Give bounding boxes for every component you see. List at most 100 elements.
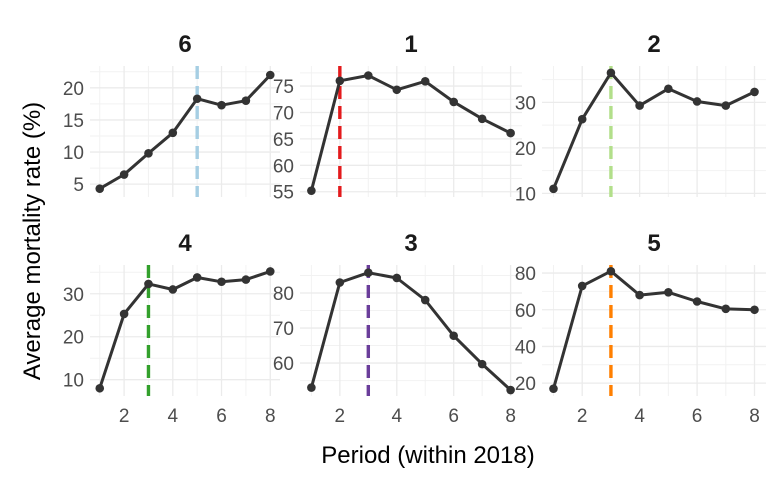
- data-point: [420, 295, 430, 305]
- x-tick-label: 6: [448, 406, 459, 427]
- data-point: [265, 70, 275, 80]
- facet-panel-3: 3 60 70 80 2 4 6 8: [273, 230, 522, 427]
- data-point: [635, 290, 644, 300]
- series-line: [309, 271, 513, 392]
- data-point: [549, 184, 558, 194]
- y-tick-label: 60: [273, 354, 294, 375]
- y-tick-label: 5: [73, 175, 84, 196]
- data-point: [392, 273, 402, 283]
- y-tick-label: 65: [273, 130, 294, 151]
- y-tick-label: 80: [515, 264, 536, 285]
- facet-panel-1: 1 55 60 65 70 75: [273, 31, 522, 204]
- x-tick-label: 2: [577, 406, 588, 427]
- data-point: [95, 383, 105, 393]
- data-point: [364, 71, 373, 80]
- data-point: [635, 101, 644, 110]
- y-tick-label: 70: [273, 319, 294, 340]
- data-point: [606, 266, 616, 276]
- data-point: [192, 273, 202, 282]
- data-point: [750, 87, 759, 97]
- panel-title: 1: [404, 31, 417, 58]
- series-line: [552, 269, 756, 391]
- y-tick-label: 30: [63, 285, 84, 306]
- data-point: [217, 277, 226, 287]
- x-tick-label: 4: [634, 406, 645, 427]
- data-point: [364, 268, 373, 278]
- data-point: [241, 96, 251, 105]
- y-tick-label: 10: [63, 143, 84, 164]
- data-point: [95, 184, 105, 193]
- panel-title: 2: [647, 31, 660, 58]
- data-point: [241, 275, 251, 284]
- y-tick-label: 20: [515, 374, 536, 395]
- data-point: [721, 101, 731, 110]
- data-point: [449, 97, 458, 107]
- x-tick-label: 6: [692, 406, 703, 427]
- data-point: [721, 304, 731, 314]
- y-tick-label: 40: [515, 337, 536, 358]
- data-point: [144, 149, 153, 158]
- data-point: [692, 297, 702, 306]
- x-tick-label: 6: [216, 406, 227, 427]
- y-tick-label: 60: [273, 156, 294, 177]
- y-tick-label: 15: [63, 111, 84, 132]
- series-line: [552, 71, 756, 191]
- data-point: [335, 76, 345, 86]
- data-point: [307, 383, 316, 392]
- x-tick-label: 4: [391, 406, 402, 427]
- panel-title: 3: [404, 230, 417, 257]
- data-point: [307, 186, 316, 195]
- x-tick-label: 8: [505, 406, 516, 427]
- data-point: [392, 85, 402, 95]
- data-point: [577, 114, 587, 124]
- data-point: [506, 128, 515, 138]
- data-point: [606, 68, 616, 78]
- facet-panel-6: 6 5 10 15 20: [63, 31, 280, 197]
- x-tick-label: 2: [335, 406, 346, 427]
- data-point: [119, 170, 129, 179]
- facet-panel-2: 2 10 20 30: [515, 31, 766, 205]
- data-point: [506, 385, 515, 395]
- data-point: [477, 359, 487, 369]
- y-tick-label: 20: [63, 328, 84, 349]
- data-point: [119, 309, 129, 319]
- data-point: [168, 128, 178, 138]
- panel-title: 4: [178, 230, 192, 257]
- data-point: [577, 281, 587, 291]
- series-line: [98, 269, 272, 390]
- y-tick-label: 30: [515, 93, 536, 114]
- y-axis-label: Average mortality rate (%): [19, 102, 46, 380]
- data-point: [664, 288, 673, 297]
- y-tick-label: 80: [273, 284, 294, 305]
- x-axis-label: Period (within 2018): [321, 442, 534, 469]
- data-point: [265, 267, 275, 276]
- facet-panel-4: 4 10 20 30 2 4 6 8: [63, 230, 280, 427]
- data-point: [750, 305, 759, 315]
- x-tick-label: 4: [168, 406, 179, 427]
- y-tick-label: 10: [63, 371, 84, 392]
- data-point: [477, 114, 487, 124]
- x-tick-label: 8: [749, 406, 760, 427]
- y-tick-label: 20: [63, 79, 84, 100]
- data-point: [420, 77, 430, 86]
- data-point: [168, 285, 178, 294]
- facet-panel-5: 5 20 40 60 80 2 4 6 8: [515, 230, 766, 427]
- data-point: [335, 278, 345, 287]
- series-line: [309, 74, 513, 193]
- data-point: [664, 84, 673, 94]
- y-tick-label: 10: [515, 184, 536, 205]
- x-tick-label: 8: [265, 406, 276, 427]
- data-point: [144, 279, 153, 289]
- y-tick-label: 20: [515, 139, 536, 160]
- x-tick-label: 2: [119, 406, 130, 427]
- data-point: [549, 384, 558, 393]
- panel-title: 5: [647, 230, 660, 257]
- y-tick-label: 55: [273, 183, 294, 204]
- y-tick-label: 70: [273, 103, 294, 124]
- data-point: [217, 100, 226, 110]
- y-tick-label: 75: [273, 77, 294, 98]
- y-tick-label: 60: [515, 301, 536, 322]
- data-point: [192, 94, 202, 104]
- panel-title: 6: [178, 31, 191, 58]
